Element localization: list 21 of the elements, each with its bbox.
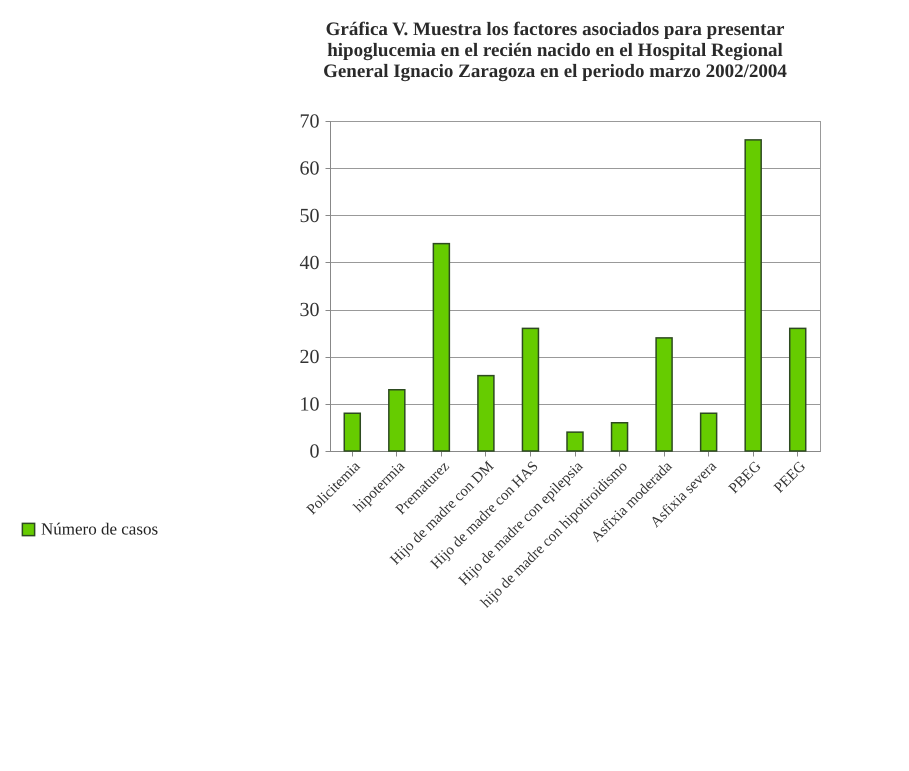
y-tick-label: 70 [300,110,320,132]
y-tick-label: 50 [300,204,320,227]
bar [566,431,584,452]
bar [388,388,406,452]
bar [344,412,362,452]
bar [610,422,628,452]
bar [788,328,806,452]
bar [655,337,673,452]
chart-title: Gráfica V. Muestra los factores asociados para presentar hipoglucemia en el recién nacido en el Hospital Regional General Ignacio Zaragoza en el periodo marzo 2002/2004 [323,19,788,82]
y-tick-label: 10 [300,393,320,416]
bar [744,139,762,452]
legend-label: Número de casos [41,520,158,538]
y-tick-label: 0 [310,440,320,462]
bar [522,328,540,452]
bar [477,374,495,452]
y-tick-label: 60 [300,158,320,180]
bar [700,412,718,452]
y-tick-label: 40 [300,252,320,274]
y-tick-label: 30 [300,299,320,322]
y-tick-label: 20 [300,346,320,368]
bar [432,242,450,452]
